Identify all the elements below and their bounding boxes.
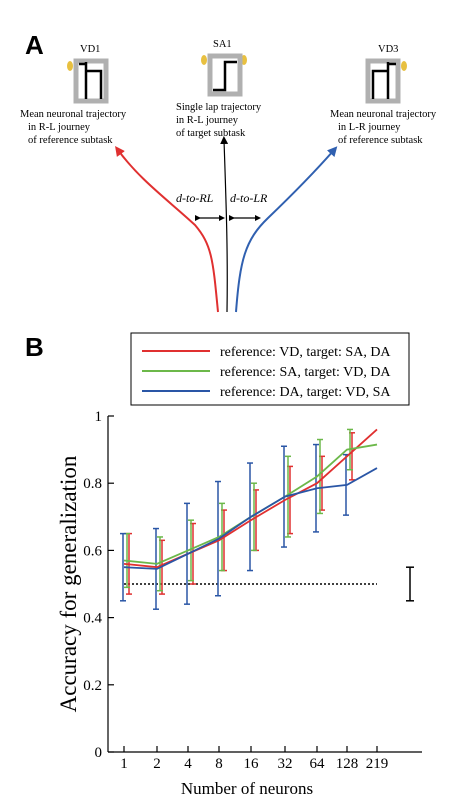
right-ear-icon (401, 61, 407, 71)
x-tick-label: 8 (215, 756, 223, 772)
x-tick-label: 1 (120, 756, 128, 772)
right-caption-line-1: Mean neuronal trajectory (330, 109, 437, 120)
left-box-label: VD1 (80, 44, 100, 55)
middle-caption-line-3: of target subtask (176, 128, 246, 139)
left-track-icon (73, 58, 109, 104)
x-tick-label: 219 (366, 756, 389, 772)
left-caption-line-1: Mean neuronal trajectory (20, 109, 127, 120)
x-tick-label: 32 (278, 756, 293, 772)
middle-trajectory-box: SA1 Single lap trajectory in R-L journey… (176, 39, 262, 139)
legend-entry: reference: SA, target: VD, DA (220, 365, 391, 380)
y-tick-label: 0.8 (83, 476, 102, 492)
y-tick-label: 0.6 (83, 543, 102, 559)
x-axis-title: Number of neurons (181, 779, 313, 798)
right-track-icon (365, 58, 401, 104)
middle-caption-line-1: Single lap trajectory (176, 102, 262, 113)
left-ear-icon (67, 61, 73, 71)
left-caption-line-3: of reference subtask (28, 135, 113, 146)
legend-entry: reference: VD, target: SA, DA (220, 345, 391, 360)
panel-b-letter: B (25, 332, 44, 362)
legend-box (130, 332, 410, 406)
x-tick-label: 4 (184, 756, 192, 772)
y-tick-label: 0 (95, 745, 103, 761)
left-trajectory-box: VD1 Mean neuronal trajectory in R-L jour… (20, 44, 127, 146)
middle-caption-line-2: in R-L journey (176, 115, 239, 126)
y-tick-label: 0.4 (83, 611, 102, 627)
x-tick-label: 16 (244, 756, 260, 772)
y-tick-label: 1 (95, 409, 103, 425)
right-box-label: VD3 (378, 44, 398, 55)
left-caption-line-2: in R-L journey (28, 122, 91, 133)
right-caption-line-2: in L-R journey (338, 122, 401, 133)
panel-a-letter: A (25, 30, 44, 60)
right-trajectory-box: VD3 Mean neuronal trajectory in L-R jour… (330, 44, 437, 146)
right-caption-line-3: of reference subtask (338, 135, 423, 146)
middle-ear-left-icon (201, 55, 207, 65)
legend-entry: reference: DA, target: VD, SA (220, 385, 391, 400)
distance-left-label: d-to-RL (176, 191, 214, 205)
accuracy-chart: 0 0.2 0.4 0.6 0.8 1 1 2 4 8 16 32 64 128 219 Number of … (56, 332, 422, 798)
x-tick-label: 2 (153, 756, 161, 772)
distance-right-label: d-to-LR (230, 191, 268, 205)
black-trajectory-arrow (220, 136, 229, 313)
series-line-3 (123, 467, 378, 570)
y-tick-label: 0.2 (83, 678, 102, 694)
blue-trajectory-arrow (235, 146, 338, 313)
x-tick-label: 128 (336, 756, 359, 772)
series-line-1 (123, 428, 378, 569)
red-trajectory-arrow (115, 145, 219, 313)
y-axis-title: Accuracy for generalization (56, 455, 81, 712)
middle-track-icon (207, 53, 243, 97)
x-tick-label: 64 (310, 756, 326, 772)
middle-box-label: SA1 (213, 39, 232, 50)
